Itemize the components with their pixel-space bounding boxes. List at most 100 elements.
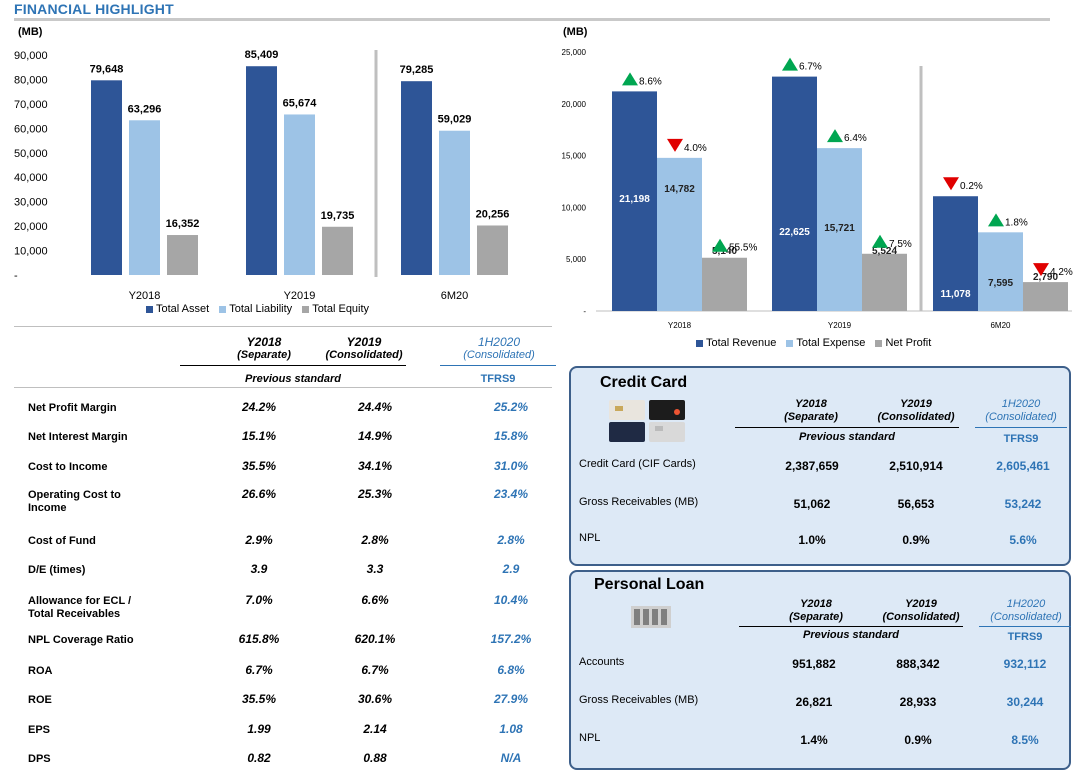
- ratio-label-line: Cost of Fund: [28, 535, 96, 547]
- chart2-change-label: 0.2%: [960, 181, 983, 192]
- prev-standard-label: Previous standard: [245, 373, 341, 385]
- personal-loan-value-y2018: 1.4%: [800, 733, 828, 747]
- title-divider: [14, 18, 1050, 21]
- cc-header-y2018: Y2018 (Separate): [784, 398, 838, 423]
- ratio-row-label: ROE: [28, 694, 52, 707]
- ratio-value-h2020: 2.9: [502, 562, 520, 576]
- ratio-label-line: ROA: [28, 665, 53, 677]
- ratio-row-label: ROA: [28, 665, 52, 678]
- chart1-legend-swatch: [146, 305, 153, 313]
- ratio-value-h2020: 157.2%: [490, 632, 532, 646]
- ratio-value-y2019: 34.1%: [357, 459, 393, 473]
- ratio-value-y2018: 2.9%: [245, 533, 273, 547]
- ratio-value-y2019: 2.8%: [361, 533, 389, 547]
- chart1-ytick: 50,000: [14, 148, 48, 160]
- ratio-value-y2019: 24.4%: [357, 400, 393, 414]
- chart1-data-label: 59,029: [438, 114, 472, 126]
- ratio-value-y2018: 7.0%: [245, 593, 273, 607]
- ratio-value-y2019: 30.6%: [357, 692, 393, 706]
- ratio-row-label: Net Profit Margin: [28, 402, 117, 415]
- ratio-row-label: Allowance for ECL / Total Receivables: [28, 595, 131, 621]
- personal-loan-value-y2019: 0.9%: [904, 733, 932, 747]
- pl-header-underline: [739, 626, 963, 627]
- chart2-change-label: 6.7%: [799, 62, 822, 73]
- header-1h2020: 1H2020 (Consolidated): [463, 335, 535, 362]
- page-title: FINANCIAL HIGHLIGHT: [14, 1, 174, 17]
- credit-card-panel: Credit Card Y2018 (Separate) Y2019 (Cons…: [569, 366, 1071, 566]
- chart2-bar-total-expense: [657, 157, 702, 311]
- credit-card-value-h2020: 53,242: [1004, 497, 1042, 511]
- ratio-row-label: NPL Coverage Ratio: [28, 634, 134, 647]
- chart1-ytick: 60,000: [14, 123, 48, 135]
- chart2-legend-swatch: [786, 339, 794, 347]
- chart2-bar-net-profit: [702, 257, 747, 311]
- personal-loan-panel: Personal Loan Y2018 (Separate) Y2019 (Co…: [569, 570, 1071, 770]
- header-underline: [180, 365, 406, 366]
- ratio-value-y2019: 6.7%: [361, 663, 389, 677]
- chart1-bar-total-equity: [322, 226, 353, 275]
- ratio-label-line: D/E (times): [28, 564, 86, 576]
- chart2-change-down-arrow: [1033, 263, 1049, 277]
- pl-header-underline-blue: [979, 626, 1071, 627]
- chart1-data-label: 65,674: [283, 97, 318, 109]
- chart2-data-label: 15,721: [824, 223, 855, 234]
- chart1-bar-total-asset: [91, 80, 122, 275]
- chart2-bar-net-profit: [1023, 282, 1068, 311]
- chart2-legend-swatch: [875, 339, 883, 347]
- chart2-ytick: 15,000: [562, 152, 587, 161]
- balance-sheet-legend: Total Asset Total Liability Total Equity: [146, 303, 369, 315]
- chart2-ytick: 25,000: [562, 48, 587, 57]
- ratio-label-line: Net Profit Margin: [28, 402, 117, 414]
- ratio-value-h2020: 31.0%: [493, 459, 529, 473]
- ratio-row-label: Cost to Income: [28, 461, 107, 474]
- credit-card-image: [609, 400, 685, 442]
- chart1-bar-total-liability: [129, 120, 160, 275]
- personal-loan-value-y2018: 951,882: [792, 657, 836, 671]
- income-legend: Total Revenue Total Expense Net Profit: [696, 337, 931, 349]
- chart1-legend-swatch: [302, 305, 310, 313]
- ratio-value-y2019: 6.6%: [361, 593, 389, 607]
- credit-card-value-y2018: 1.0%: [798, 533, 826, 547]
- pl-prev-standard: Previous standard: [803, 629, 899, 641]
- chart1-legend-item: Total Asset: [146, 303, 209, 315]
- credit-card-row-label: Gross Receivables (MB): [579, 496, 699, 508]
- chart2-ytick: 20,000: [562, 100, 587, 109]
- credit-card-value-y2019: 2,510,914: [889, 459, 943, 473]
- chart2-unit-label: (MB): [563, 26, 588, 38]
- ratio-label-line: NPL Coverage Ratio: [28, 634, 134, 646]
- chart2-ytick: -: [583, 307, 586, 316]
- credit-card-row-label: Credit Card (CIF Cards): [579, 458, 696, 470]
- chart1-legend-swatch: [219, 305, 227, 313]
- chart1-data-label: 20,256: [476, 208, 510, 220]
- tfrs9-label: TFRS9: [480, 373, 516, 385]
- chart2-legend-label: Net Profit: [885, 337, 932, 349]
- ratio-value-y2018: 3.9: [250, 562, 268, 576]
- personal-loan-image: [631, 606, 671, 628]
- ratio-label-line: Income: [28, 502, 67, 514]
- chart2-legend-item: Total Revenue: [696, 337, 776, 349]
- chart1-legend-item: Total Liability: [219, 303, 292, 315]
- chart2-change-label: 7.5%: [889, 239, 912, 250]
- chart1-unit-label: (MB): [18, 26, 43, 38]
- ratio-value-y2018: 15.1%: [241, 429, 277, 443]
- chart2-data-label: 5,524: [872, 246, 897, 257]
- ratio-row-label: Operating Cost to Income: [28, 489, 121, 515]
- ratio-row-label: Cost of Fund: [28, 535, 96, 548]
- chart1-bar-total-liability: [439, 130, 470, 275]
- ratio-value-y2018: 6.7%: [245, 663, 273, 677]
- ratio-value-h2020: 23.4%: [493, 487, 529, 501]
- chart1-data-label: 79,285: [400, 64, 434, 76]
- ratio-value-y2018: 0.82: [247, 751, 271, 765]
- cc-header-underline: [735, 427, 959, 428]
- personal-loan-title: Personal Loan: [594, 576, 705, 593]
- chart2-change-up-arrow: [988, 213, 1004, 227]
- chart2-legend-label: Total Expense: [796, 337, 866, 349]
- chart2-bar-net-profit: [862, 253, 907, 311]
- personal-loan-value-y2019: 28,933: [899, 695, 937, 709]
- chart2-data-label: 22,625: [779, 227, 810, 238]
- chart1-ytick: 70,000: [14, 99, 48, 111]
- ratio-label-line: Total Receivables: [28, 608, 121, 620]
- credit-card-value-h2020: 5.6%: [1009, 533, 1037, 547]
- credit-card-value-y2018: 2,387,659: [785, 459, 839, 473]
- ratio-value-h2020: 10.4%: [493, 593, 529, 607]
